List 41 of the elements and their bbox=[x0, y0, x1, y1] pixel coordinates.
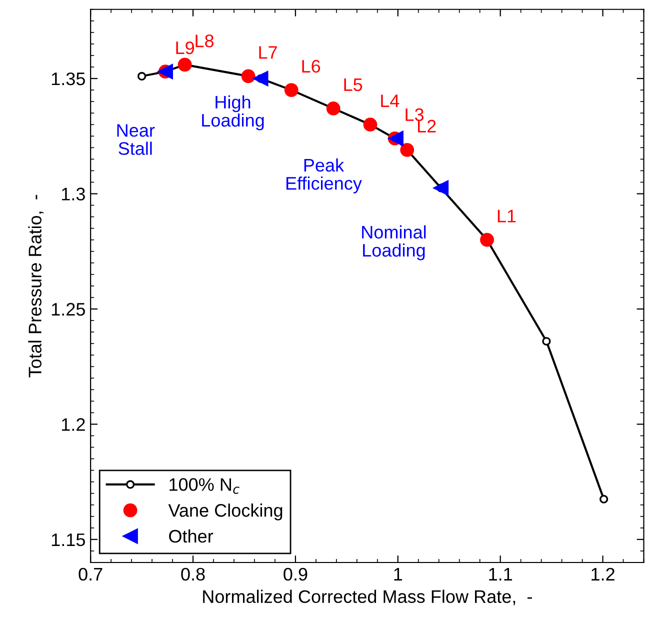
point bbox=[241, 69, 256, 84]
annotation: L1 bbox=[498, 210, 516, 222]
x-tick-label: 0.8 bbox=[181, 568, 205, 581]
point bbox=[480, 232, 494, 247]
annotation: L4 bbox=[381, 94, 400, 108]
annotation: L6 bbox=[302, 60, 320, 73]
point bbox=[178, 58, 192, 72]
annotation: L8 bbox=[196, 34, 214, 48]
annotation: Peak Efficiency bbox=[286, 158, 362, 194]
y-axis-title: Total Pressure Ratio, - bbox=[28, 194, 44, 378]
point bbox=[284, 83, 298, 97]
x-tick-label: 0.7 bbox=[78, 568, 102, 581]
point bbox=[433, 180, 449, 196]
x-tick-label: 1.2 bbox=[592, 568, 614, 580]
y-tick-label: 1.25 bbox=[52, 302, 85, 316]
annotation: L7 bbox=[259, 46, 277, 59]
annotation: Near Stall bbox=[117, 124, 155, 155]
point bbox=[542, 336, 551, 346]
point bbox=[363, 118, 378, 132]
point bbox=[326, 102, 340, 116]
legend-label: Vane Clocking bbox=[168, 504, 282, 520]
annotation: High Loading bbox=[202, 95, 264, 130]
annotation: L5 bbox=[344, 78, 362, 92]
legend-label: Other bbox=[169, 529, 214, 543]
point bbox=[400, 143, 414, 157]
x-tick-label: 1 bbox=[394, 568, 402, 580]
legend-label: 100% N$_{c}$ bbox=[170, 478, 240, 494]
point bbox=[600, 494, 608, 504]
annotation: Nominal Loading bbox=[362, 225, 426, 260]
point bbox=[137, 72, 146, 81]
y-tick-label: 1.35 bbox=[52, 72, 85, 86]
x-tick-label: 0.9 bbox=[284, 568, 308, 581]
x-tick-label: 1.1 bbox=[489, 568, 512, 580]
y-tick-label: 1.2 bbox=[62, 418, 85, 431]
annotation: L9 bbox=[176, 41, 194, 54]
annotation: L2 bbox=[418, 120, 436, 132]
y-tick-label: 1.15 bbox=[52, 534, 85, 546]
annotation: L3 bbox=[406, 108, 424, 122]
point bbox=[252, 70, 268, 86]
x-axis-title: Normalized Corrected Mass Flow Rate, - bbox=[203, 590, 532, 606]
y-tick-label: 1.3 bbox=[62, 188, 85, 200]
